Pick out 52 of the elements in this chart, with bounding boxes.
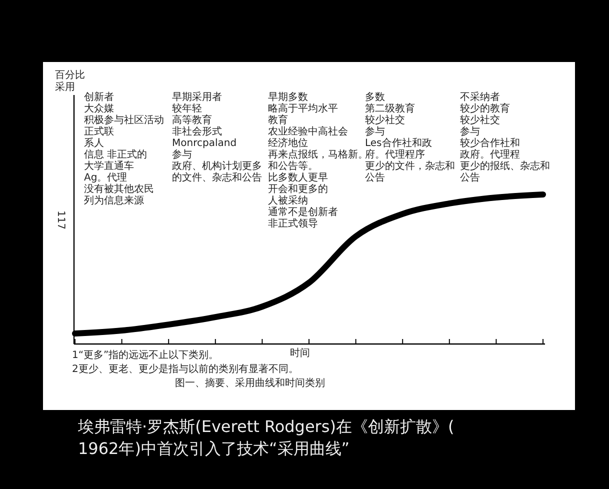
text: 117 (55, 210, 66, 230)
text: 创新者 (84, 91, 114, 103)
text: 大众媒 (84, 102, 114, 114)
text: 公告 (365, 172, 385, 184)
text: 较少合作社和 (460, 137, 520, 149)
text: Les合作社和政 (365, 137, 432, 149)
text: 正式联 (84, 126, 114, 138)
text: 大学直通车 (84, 160, 134, 172)
text: Ag。代理 (84, 172, 128, 184)
annotation: 开会和更多的 (268, 183, 328, 195)
text: 较少的教育 (460, 102, 510, 114)
text: 政府。代理程 (460, 148, 520, 160)
text: 高等教育 (172, 114, 212, 126)
text: 略高于平均水平 (268, 102, 338, 114)
text: 多数 (365, 91, 385, 103)
text: 和公告等。 (268, 160, 318, 172)
text: 较年轻 (172, 102, 202, 114)
text: 第二级教育 (365, 102, 415, 114)
text: 农业经验中高社会 (268, 126, 348, 138)
text: 2更少、更老、更少是指与以前的类别有显著不同。 (72, 363, 298, 375)
text: 非社会形式 (172, 126, 222, 138)
text: 早期采用者 (172, 91, 222, 103)
text: Monrcpaland (172, 138, 237, 149)
text: 早期多数 (268, 91, 308, 103)
text: 政府、机构计划更多 (172, 160, 262, 172)
text: 参与 (460, 126, 480, 138)
annotation: 人被采纳 (268, 194, 308, 206)
text: 更少的报纸、杂志和 (460, 160, 550, 172)
text: 积极参与社区活动 (84, 114, 164, 126)
text: 更少的文件，杂志和 (365, 160, 455, 172)
text: 教育 (268, 114, 288, 126)
text: 的文件、杂志和公告 (172, 172, 262, 184)
x-axis-title: 时间 (290, 347, 310, 359)
text: 比多数人更早 (268, 172, 328, 184)
text: 参与 (365, 126, 385, 138)
text: 埃弗雷特·罗杰斯(Everett Rodgers)在《创新扩散》(1962年)中首次引入了技术“采用曲线” (77, 417, 454, 458)
annotation: 没有被其他农民 (84, 183, 154, 195)
text: 府。代理程序 (365, 148, 425, 160)
annotation: 非正式领导 (268, 218, 318, 230)
text: 较少社交 (365, 114, 405, 126)
text: 系人 (84, 137, 104, 149)
annotation: 通常不是创新者 (268, 206, 338, 218)
text: 百分比采用 (55, 69, 85, 93)
annotation: 列为信息来源 (84, 194, 144, 206)
text: 1“更多”指的远远不止以下类别。 (72, 349, 219, 361)
text: 较少社交 (460, 114, 500, 126)
text: 图一、摘要、采用曲线和时间类别 (175, 377, 325, 389)
text: 不采纳者 (460, 91, 500, 103)
text: 信息 非正式的 (84, 148, 148, 160)
text: 经济地位 (268, 137, 308, 149)
text: 公告 (460, 172, 480, 184)
text: 参与 (172, 148, 192, 160)
